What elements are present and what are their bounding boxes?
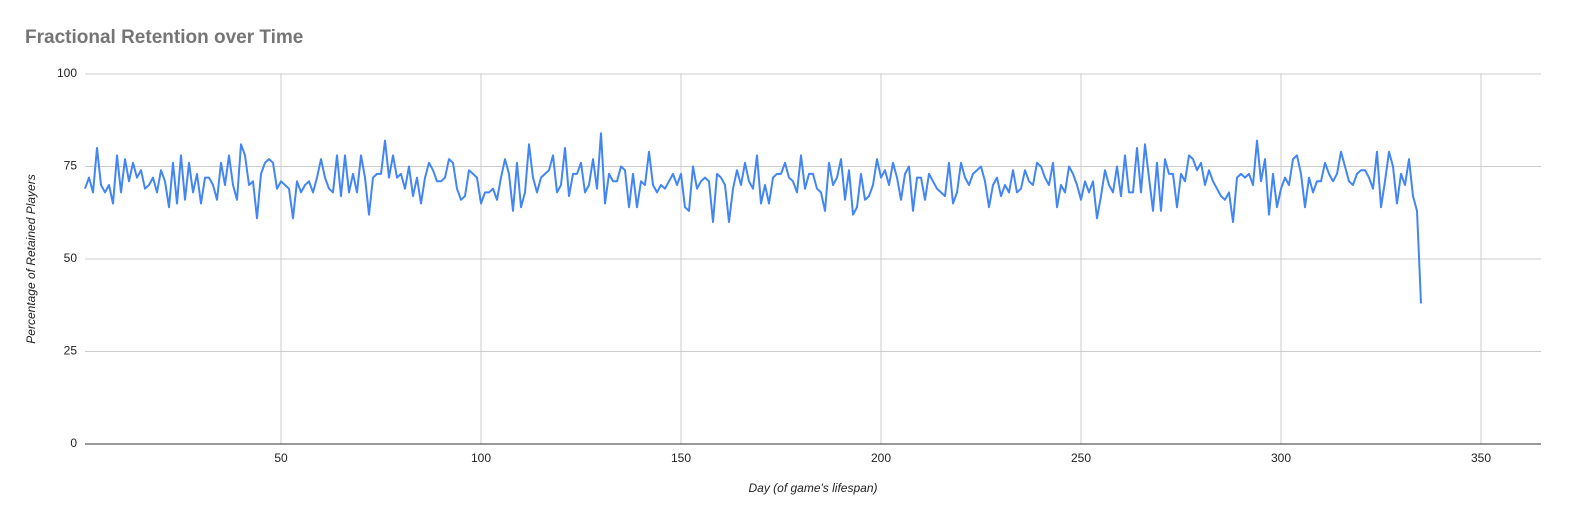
x-tick-label: 150 bbox=[671, 451, 691, 465]
x-tick-label: 200 bbox=[871, 451, 891, 465]
y-tick-label: 75 bbox=[64, 159, 78, 173]
x-tick-label: 100 bbox=[471, 451, 491, 465]
x-axis-label: Day (of game's lifespan) bbox=[748, 481, 877, 495]
data-line bbox=[84, 132, 1422, 304]
y-axis-label: Percentage of Retained Players bbox=[24, 174, 38, 343]
chart-title: Fractional Retention over Time bbox=[25, 27, 303, 48]
y-tick-label: 100 bbox=[57, 66, 77, 80]
x-tick-label: 250 bbox=[1071, 451, 1091, 465]
y-tick-label: 25 bbox=[64, 344, 78, 358]
x-tick-label: 350 bbox=[1471, 451, 1491, 465]
y-tick-label: 50 bbox=[64, 251, 78, 265]
x-tick-label: 300 bbox=[1271, 451, 1291, 465]
y-tick-label: 0 bbox=[70, 436, 77, 450]
x-tick-label: 50 bbox=[274, 451, 288, 465]
